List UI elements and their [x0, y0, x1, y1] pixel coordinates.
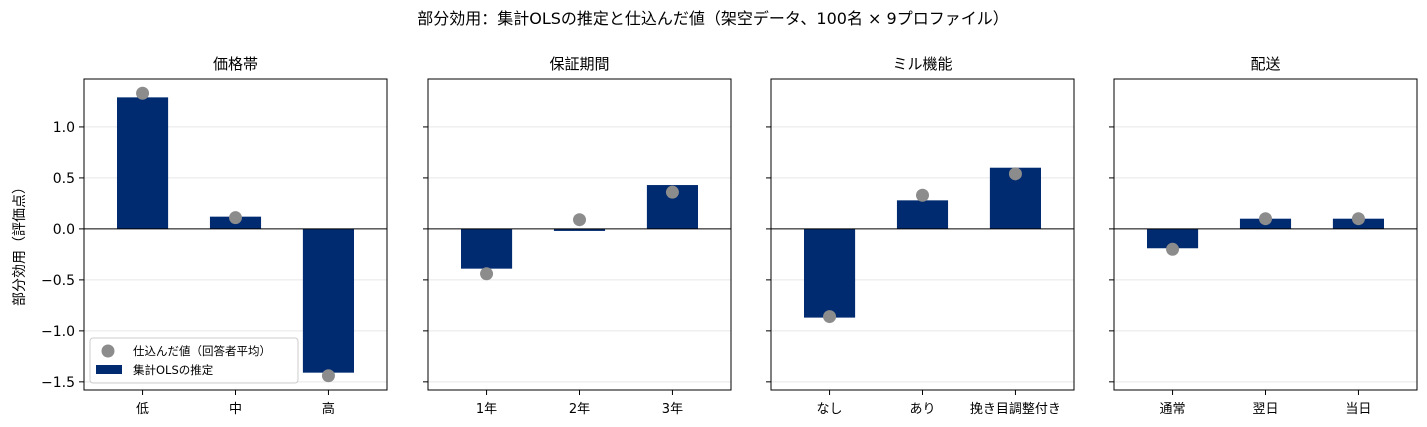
y-axis-label: 部分効用（評価点）	[12, 180, 28, 306]
true-value-point	[916, 188, 929, 202]
x-tick-label: 挽き目調整付き	[970, 402, 1061, 417]
x-tick-label: 低	[136, 402, 149, 417]
panel-title: 価格帯	[213, 55, 258, 73]
panel-2: 1年 2年 3年 保証期間	[423, 55, 732, 417]
legend-label-true-value: 仕込んだ値（回答者平均）	[133, 344, 271, 358]
x-tick-label: なし	[817, 402, 843, 417]
x-tick-label: 2年	[569, 402, 590, 417]
true-value-point	[823, 310, 837, 324]
true-value-point	[321, 369, 335, 383]
true-value-point	[480, 267, 494, 281]
true-value-point	[665, 185, 679, 199]
panel-1: −1.5 −1.0 −0.5 0.0 0.5 1.0 低 中 高 価格帯	[41, 55, 388, 417]
legend-marker-ols	[96, 365, 122, 374]
y-tick-label: 0.0	[53, 222, 75, 238]
x-tick-label: 当日	[1345, 402, 1371, 417]
ols-bar	[302, 228, 355, 373]
y-tick-label: −1.0	[41, 324, 75, 340]
y-tick-label: −1.5	[41, 375, 75, 391]
true-value-point	[1008, 167, 1022, 181]
panel-title: 保証期間	[549, 55, 609, 73]
ols-bar	[460, 228, 513, 269]
ols-bar	[116, 97, 169, 229]
x-tick-label: 高	[322, 401, 335, 417]
legend-marker-true-value	[101, 344, 115, 358]
figure-title: 部分効用：集計OLSの推定と仕込んだ値（架空データ、100名 × 9プロファイル…	[417, 9, 1008, 28]
legend: 仕込んだ値（回答者平均） 集計OLSの推定	[89, 337, 299, 384]
panel-title: 配送	[1250, 55, 1280, 73]
true-value-point	[1259, 212, 1272, 226]
x-tick-label: 中	[229, 402, 242, 417]
true-value-point	[573, 213, 586, 227]
panel-title: ミル機能	[892, 55, 952, 73]
x-tick-label: 3年	[662, 402, 683, 417]
true-value-point	[1351, 212, 1365, 226]
ols-bar	[553, 228, 606, 231]
true-value-point	[229, 211, 242, 225]
true-value-point	[136, 86, 150, 100]
ols-bar	[896, 200, 949, 229]
y-tick-label: 1.0	[53, 120, 75, 136]
legend-box	[89, 337, 299, 384]
legend-label-ols: 集計OLSの推定	[133, 363, 214, 377]
panel-3: なし あり 挽き目調整付き ミル機能	[766, 55, 1075, 417]
y-tick-label: −0.5	[41, 273, 75, 289]
panel-4: 通常 翌日 当日 配送	[1109, 55, 1418, 417]
true-value-point	[1166, 242, 1180, 256]
ols-bar	[1146, 228, 1199, 249]
x-tick-label: 翌日	[1252, 402, 1278, 417]
ols-bar	[803, 228, 856, 318]
x-tick-label: 通常	[1160, 402, 1186, 417]
x-tick-label: あり	[909, 402, 935, 417]
y-tick-label: 0.5	[53, 171, 75, 187]
x-tick-label: 1年	[476, 402, 497, 417]
